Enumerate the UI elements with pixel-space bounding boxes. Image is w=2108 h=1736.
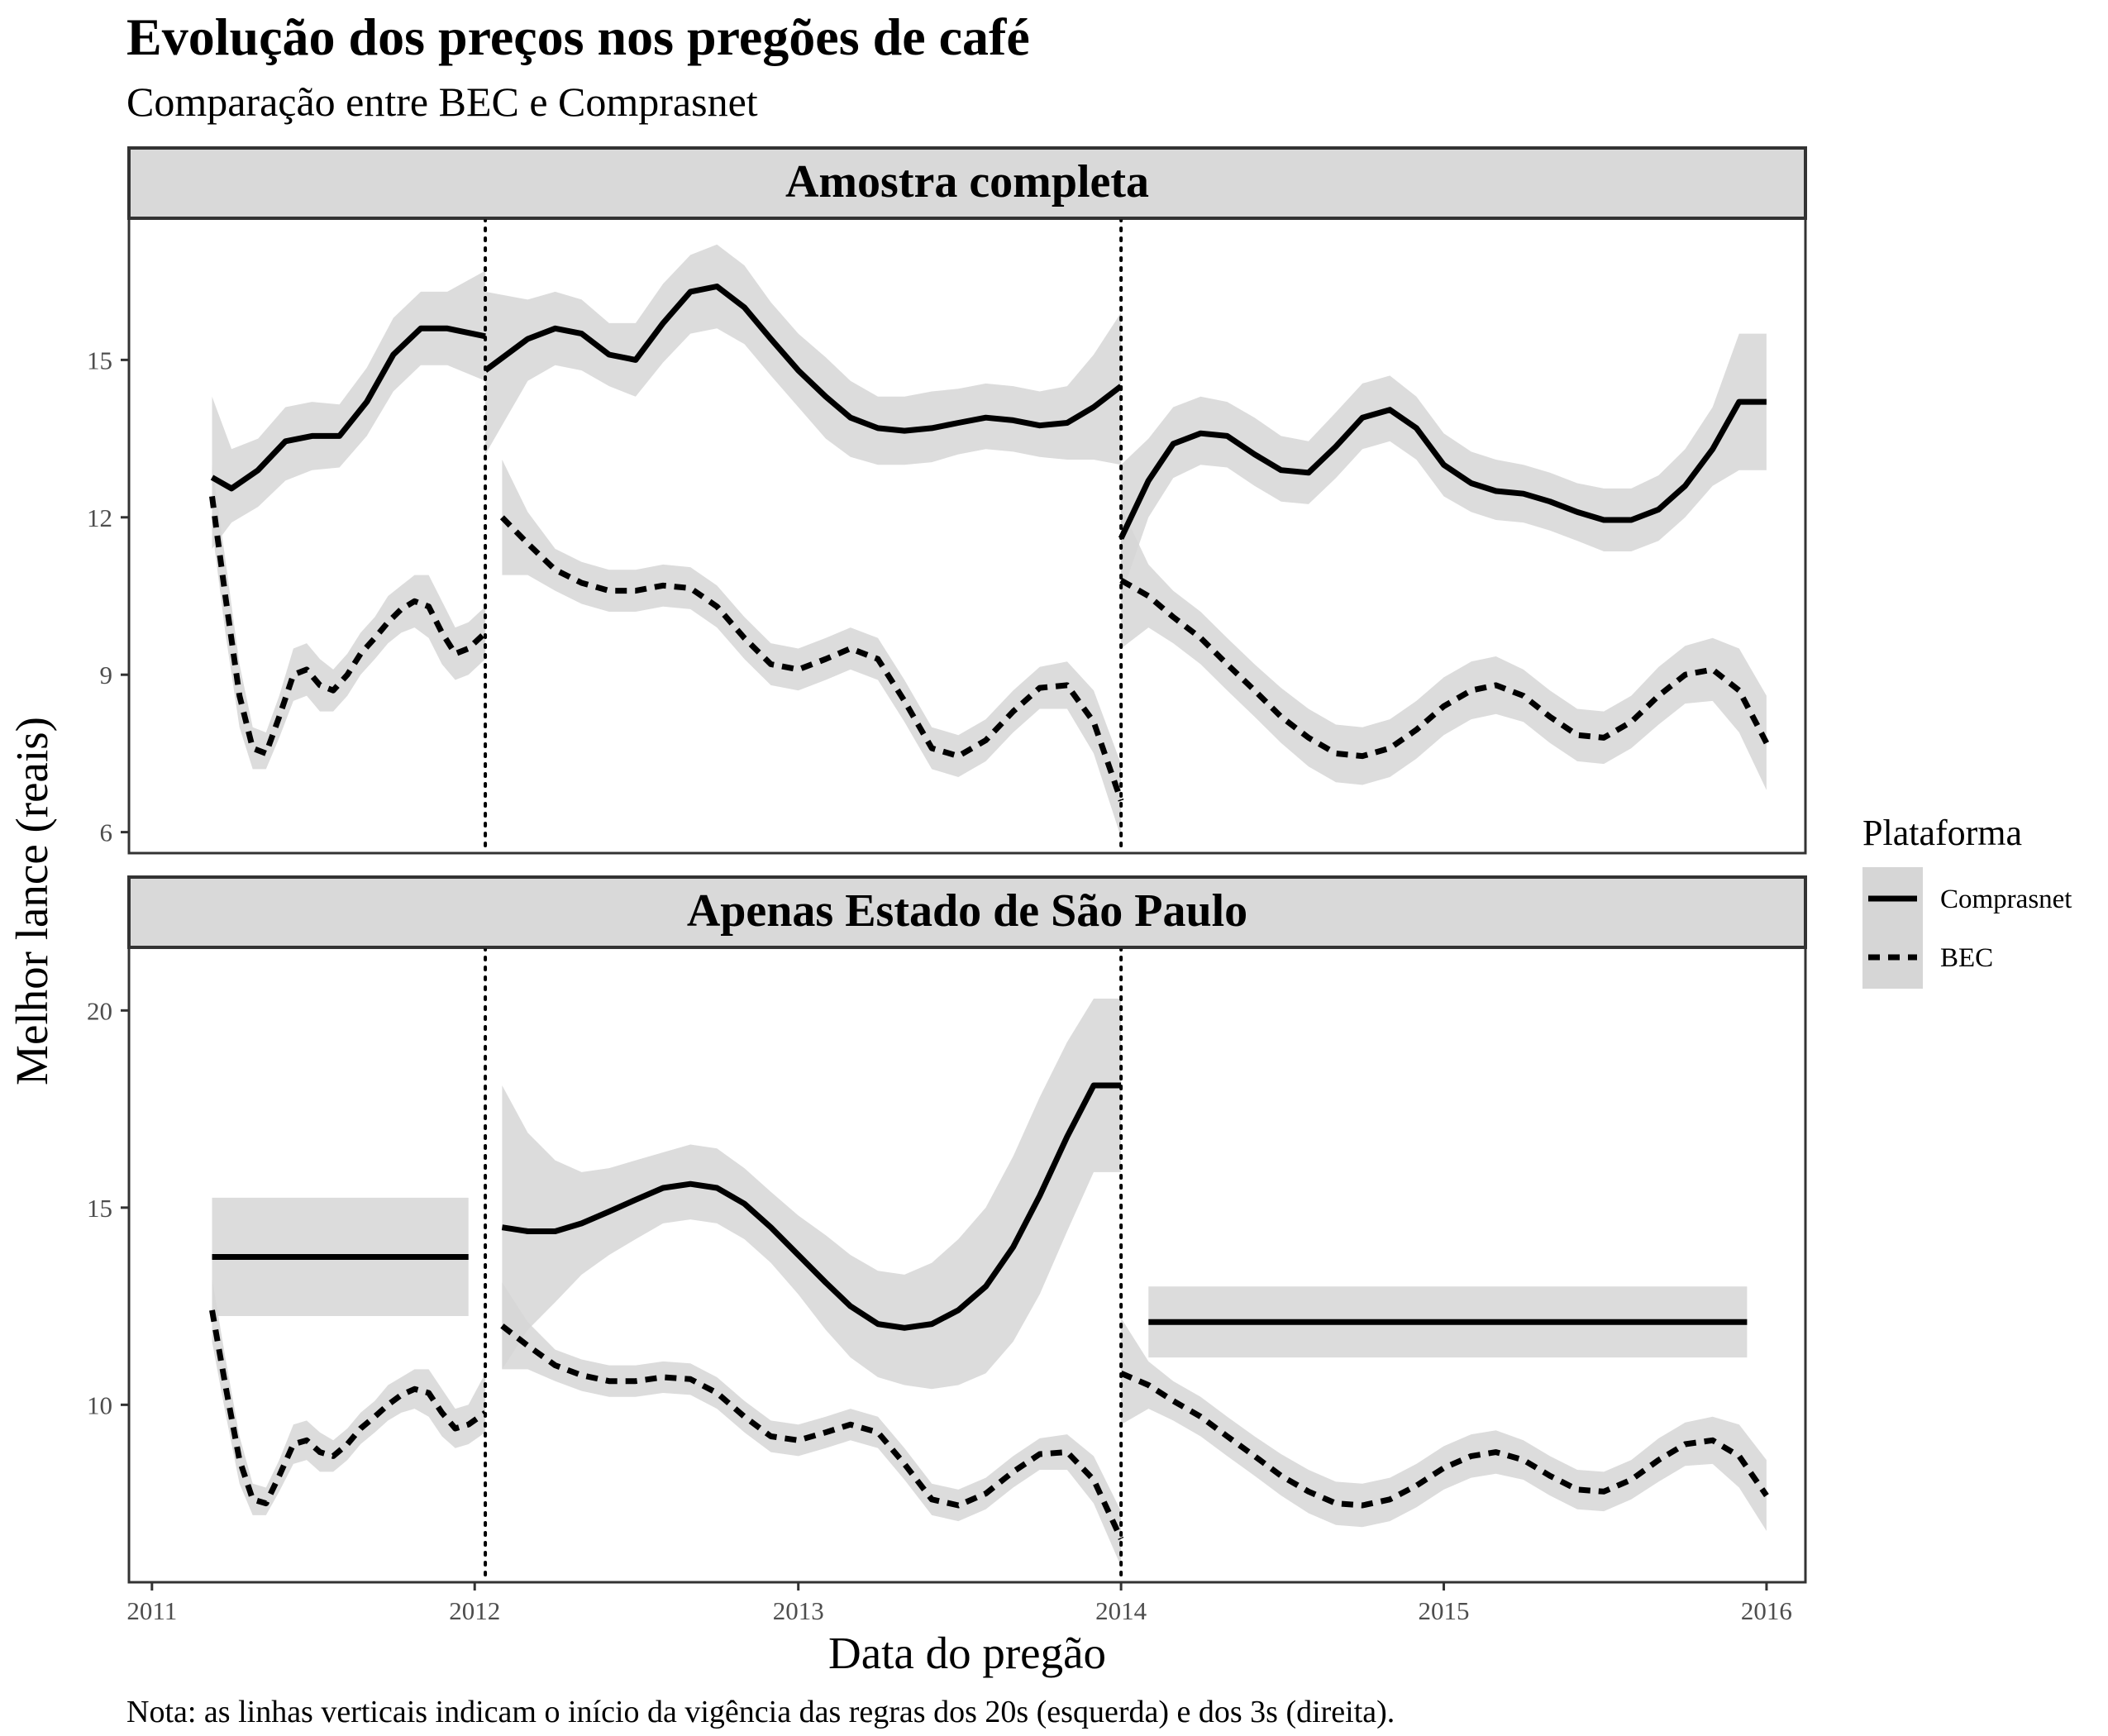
x-axis-title: Data do pregão	[828, 1628, 1106, 1678]
legend-title: Plataforma	[1862, 813, 2022, 853]
panel-1-y-tick-label-12: 12	[87, 503, 112, 532]
series-comprasnet-segment-2	[484, 284, 1123, 434]
x-tick-label-2015: 2015	[1419, 1596, 1470, 1625]
panel-1-strip-label: Amostra completa	[785, 156, 1149, 207]
band-bec-segment-3	[1121, 507, 1767, 790]
panel-2-marks	[209, 947, 1769, 1582]
panel-1-marks	[209, 218, 1770, 853]
chart-caption: Nota: as linhas verticais indicam o iníc…	[126, 1695, 1395, 1729]
panel-2-plot-area	[209, 947, 1769, 1582]
band-comprasnet-segment-2	[502, 999, 1122, 1390]
x-tick-label-2014: 2014	[1095, 1596, 1147, 1625]
band-comprasnet-segment-2	[485, 244, 1122, 465]
band-comprasnet-segment-1	[212, 270, 486, 549]
x-tick-label-2011: 2011	[126, 1596, 177, 1625]
band-bec-segment-1	[212, 465, 486, 770]
panel-2-y-tick-label-15: 15	[87, 1194, 112, 1223]
panel-1-strip	[127, 146, 1807, 220]
band-bec-segment-3	[1121, 1318, 1767, 1531]
band-bec-segment-2	[502, 1282, 1122, 1567]
series-bec-segment-1	[209, 495, 488, 756]
series-bec-segment-3	[1119, 577, 1770, 760]
legend-key-background	[1862, 867, 1923, 989]
panel-1-y-tick-label-15: 15	[87, 346, 112, 374]
x-tick-label-2016: 2016	[1741, 1596, 1792, 1625]
series-comprasnet-segment-3	[1118, 398, 1767, 540]
panel-2-y-tick-label-10: 10	[87, 1390, 112, 1419]
legend: Plataforma Comprasnet BEC	[1862, 813, 2072, 989]
chart-subtitle: Comparação entre BEC e Comprasnet	[126, 79, 758, 125]
panel-2-y-tick-label-20: 20	[87, 996, 112, 1025]
series-bec-segment-1	[209, 1309, 488, 1507]
series-bec-segment-2	[500, 1323, 1124, 1540]
panel-1-y-tick-label-6: 6	[100, 818, 113, 847]
chart-title: Evolução dos preços nos pregões de café	[126, 7, 1030, 66]
panel-2-frame	[127, 946, 1807, 1584]
y-axis-title: Melhor lance (reais)	[7, 717, 57, 1085]
series-bec-segment-2	[499, 515, 1124, 802]
series-comprasnet-segment-1	[210, 325, 486, 492]
panel-1-frame	[127, 217, 1807, 855]
panel-1-y-tick-label-9: 9	[100, 661, 113, 689]
legend-label-bec: BEC	[1940, 943, 1993, 973]
series-comprasnet-segment-2	[501, 1082, 1122, 1331]
panel-2-strip	[127, 875, 1807, 949]
x-tick-label-2013: 2013	[773, 1596, 824, 1625]
x-tick-label-2012: 2012	[449, 1596, 500, 1625]
band-bec-segment-2	[502, 460, 1122, 837]
series-bec-segment-3	[1119, 1370, 1769, 1509]
panel-2-strip-label: Apenas Estado de São Paulo	[687, 885, 1247, 937]
axes-layer: 6 9 12 15 10 15 20 2011 2012 2013 2014 2015 2016	[87, 346, 1792, 1625]
legend-label-comprasnet: Comprasnet	[1940, 885, 2072, 914]
panel-1-plot-area	[209, 218, 1770, 853]
